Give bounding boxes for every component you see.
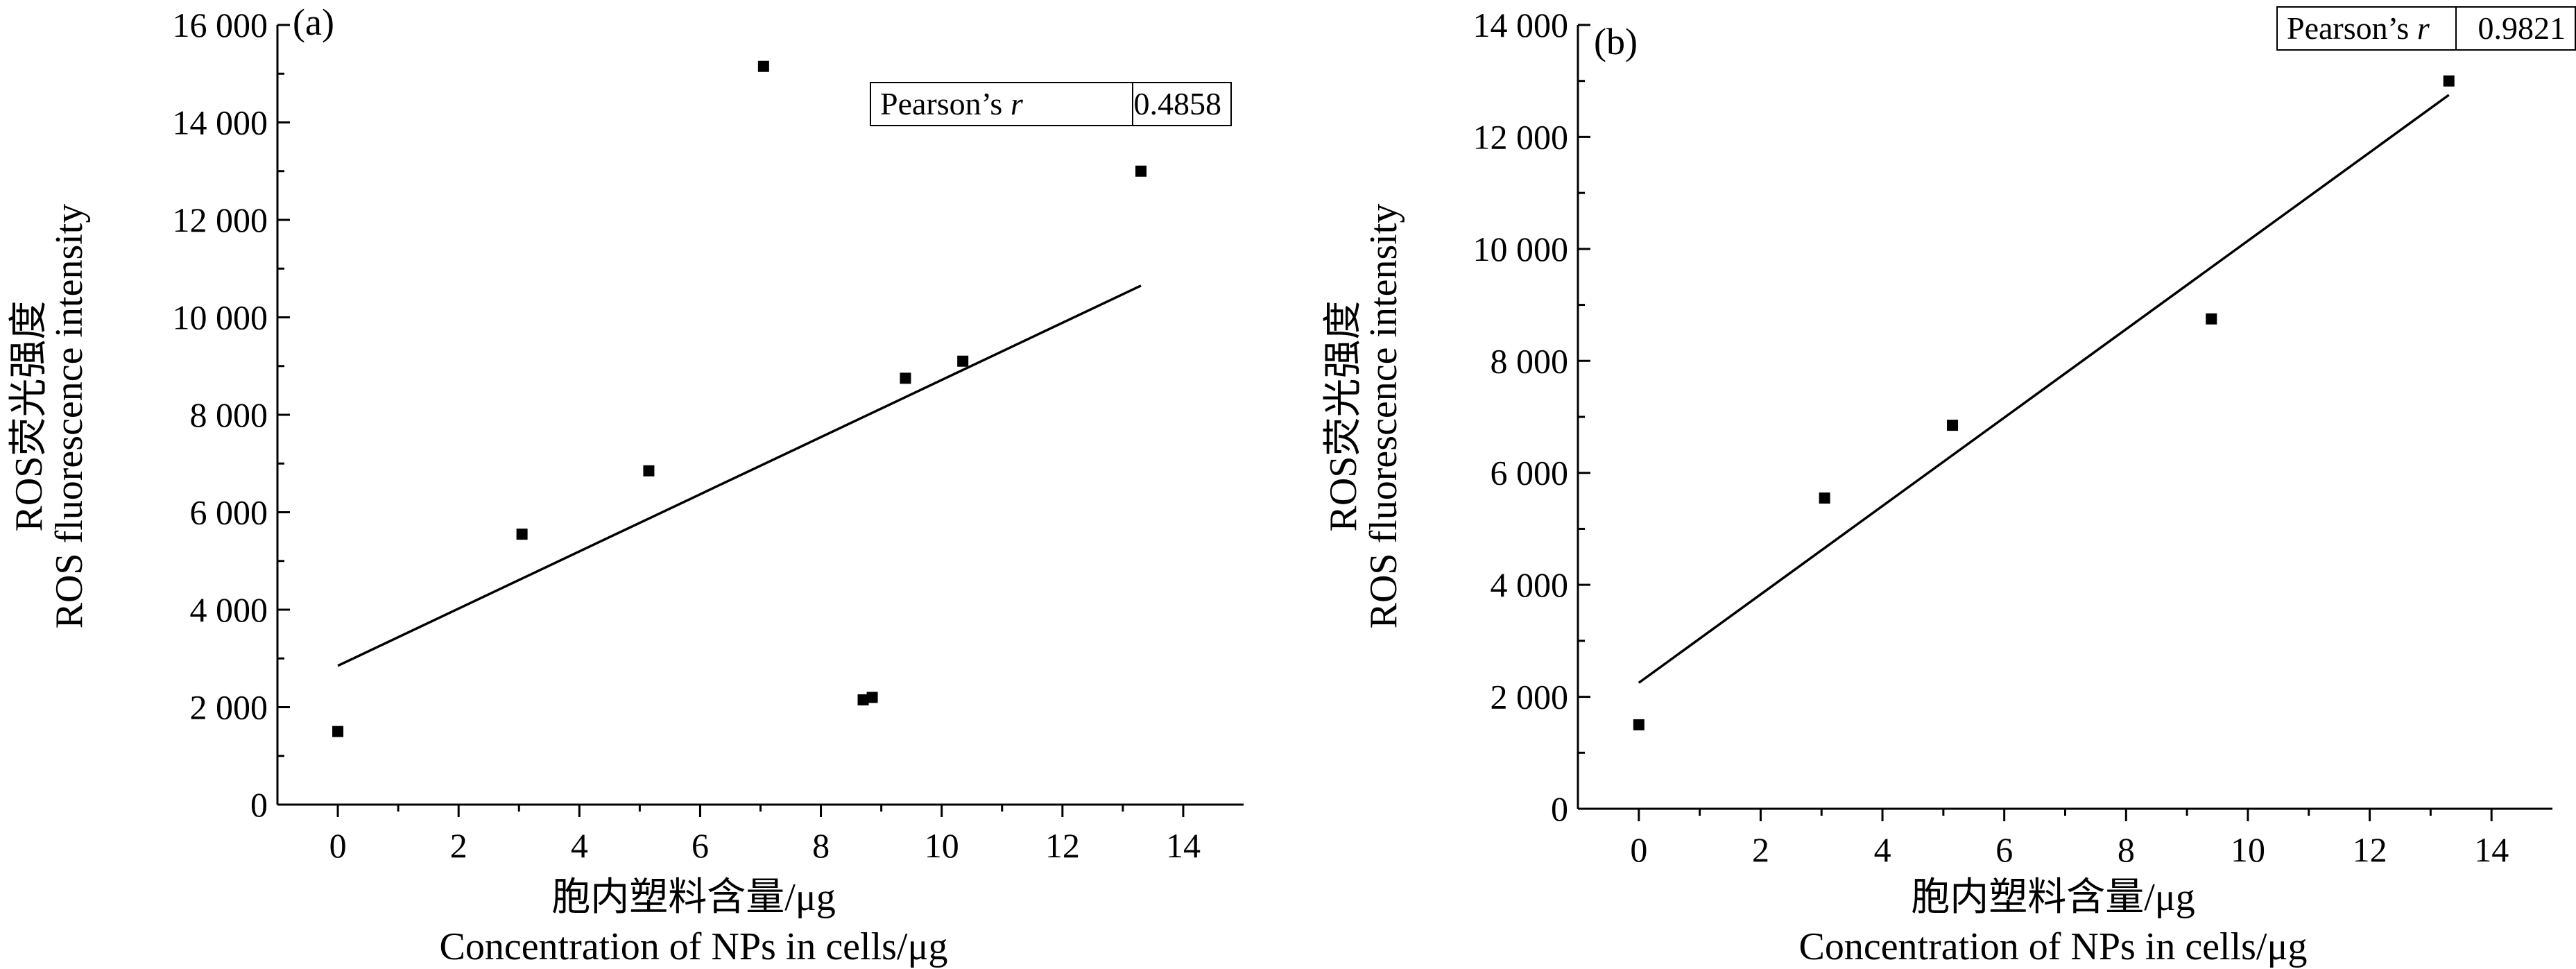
y-tick-label: 14 000: [173, 103, 268, 142]
y-tick-label: 0: [1551, 789, 1568, 828]
pearson-label: Pearson’s r: [2287, 10, 2430, 46]
x-tick-label: 2: [1752, 830, 1769, 869]
y-tick-label: 16 000: [173, 6, 268, 44]
y-tick-label: 12 000: [1473, 117, 1569, 156]
x-tick-label: 14: [2474, 830, 2509, 869]
x-tick-label: 4: [571, 826, 588, 865]
data-point: [643, 465, 655, 477]
pearson-value: 0.9821: [2478, 10, 2566, 46]
x-tick-label: 12: [2353, 830, 2387, 869]
x-axis-title-cn: 胞内塑料含量/μg: [1911, 876, 2195, 919]
x-tick-label: 14: [1166, 826, 1201, 865]
y-tick-label: 12 000: [173, 200, 268, 239]
y-tick-label: 6 000: [190, 493, 268, 532]
data-point: [1135, 165, 1147, 177]
x-tick-label: 0: [1630, 830, 1647, 869]
x-tick-label: 6: [1995, 830, 2013, 869]
data-point: [900, 372, 911, 384]
data-point: [332, 726, 344, 737]
y-tick-label: 8 000: [190, 395, 268, 434]
y-tick-label: 10 000: [173, 298, 268, 337]
y-tick-label: 8 000: [1491, 341, 1569, 380]
panel-label: (a): [293, 1, 334, 43]
data-point: [1947, 420, 1959, 431]
chart-panel-2: 0 2 000 4 000 6 000 8 000 10 000 12 000 14 000 0…: [1322, 6, 2576, 968]
data-point: [1819, 492, 1830, 504]
x-tick-label: 8: [812, 826, 830, 865]
x-tick-label: 10: [2231, 830, 2265, 869]
data-point: [857, 694, 869, 705]
x-tick-label: 4: [1874, 830, 1891, 869]
y-tick-label: 4 000: [1491, 565, 1569, 604]
y-axis-title-en: ROS fluorescence intensity: [48, 204, 91, 629]
y-tick-label: 2 000: [1491, 678, 1569, 717]
data-point: [516, 529, 528, 540]
y-tick-label: 6 000: [1491, 454, 1569, 492]
fit-line: [1638, 94, 2450, 684]
x-tick-label: 2: [450, 826, 467, 865]
y-axis-title-cn: ROS荧光强度: [8, 301, 51, 532]
data-point: [2443, 75, 2455, 87]
y-tick-label: 10 000: [1473, 230, 1569, 268]
y-axis-title-en: ROS fluorescence intensity: [1362, 204, 1405, 629]
y-tick-label: 4 000: [190, 590, 268, 629]
x-tick-label: 0: [329, 826, 347, 865]
y-axis-title-cn: ROS荧光强度: [1322, 301, 1365, 532]
x-tick-label: 8: [2118, 830, 2135, 869]
x-tick-label: 12: [1045, 826, 1080, 865]
x-axis-title-en: Concentration of NPs in cells/μg: [439, 925, 947, 968]
data-point: [957, 355, 969, 367]
x-axis-title-cn: 胞内塑料含量/μg: [551, 876, 836, 919]
data-point: [757, 60, 769, 72]
data-point: [866, 692, 878, 703]
panel-label: (b): [1594, 21, 1638, 62]
x-axis-title-en: Concentration of NPs in cells/μg: [1798, 925, 2307, 968]
pearson-box: [870, 82, 1232, 126]
pearson-value: 0.4858: [1134, 86, 1222, 121]
y-tick-label: 2 000: [190, 688, 268, 727]
fit-line: [337, 284, 1142, 667]
data-point: [2206, 313, 2217, 325]
data-point: [1633, 719, 1645, 730]
chart-panel-1: 0 2 000 4 000 6 000 8 000 10 000 12 000 14 000 1…: [8, 1, 1244, 968]
y-tick-label: 14 000: [1473, 6, 1569, 44]
pearson-label: Pearson’s r: [880, 86, 1024, 121]
y-tick-label: 0: [250, 785, 268, 824]
pearson-box: [2276, 6, 2576, 51]
x-tick-label: 6: [692, 826, 709, 865]
x-tick-label: 10: [925, 826, 959, 865]
